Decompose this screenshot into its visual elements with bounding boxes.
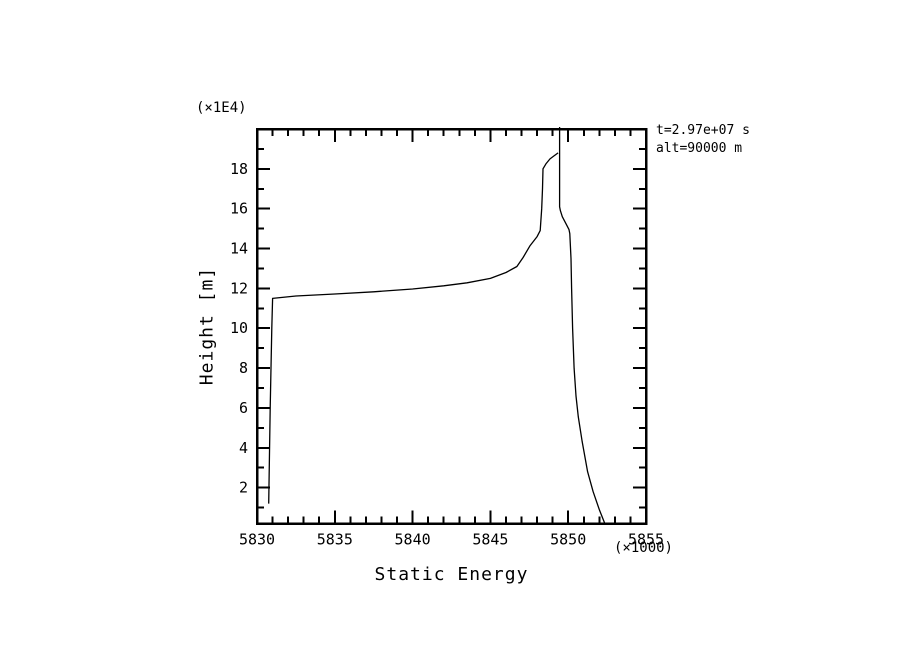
y-tick-label: 2 — [239, 479, 248, 497]
y-tick-label: 14 — [230, 240, 248, 258]
y-tick-label: 4 — [239, 439, 248, 457]
x-tick-label: 5845 — [472, 531, 508, 549]
y-tick-label: 8 — [239, 359, 248, 377]
y-tick-label: 10 — [230, 319, 248, 337]
profile-right-branch — [558, 127, 606, 524]
y-tick-label: 12 — [230, 279, 248, 297]
profile-left-branch — [268, 152, 559, 504]
y-axis-scale-note: (×1E4) — [196, 100, 247, 116]
x-tick-label: 5855 — [628, 531, 664, 549]
y-tick-label: 18 — [230, 160, 248, 178]
x-axis-scale-note: (×1000) — [613, 540, 673, 556]
altitude-annotation: alt=90000 m — [656, 141, 743, 156]
plot-border — [255, 127, 648, 525]
annotation-block: t=2.97e+07 s alt=90000 m — [656, 122, 750, 158]
y-tick-label: 6 — [239, 399, 248, 417]
y-tick-label: 16 — [230, 200, 248, 218]
time-annotation: t=2.97e+07 s — [656, 123, 750, 138]
x-tick-label: 5840 — [395, 531, 431, 549]
x-tick-label: 5835 — [317, 531, 353, 549]
x-tick-label: 5850 — [550, 531, 586, 549]
x-axis-title: Static Energy — [374, 564, 529, 585]
x-tick-label: 5830 — [239, 531, 275, 549]
